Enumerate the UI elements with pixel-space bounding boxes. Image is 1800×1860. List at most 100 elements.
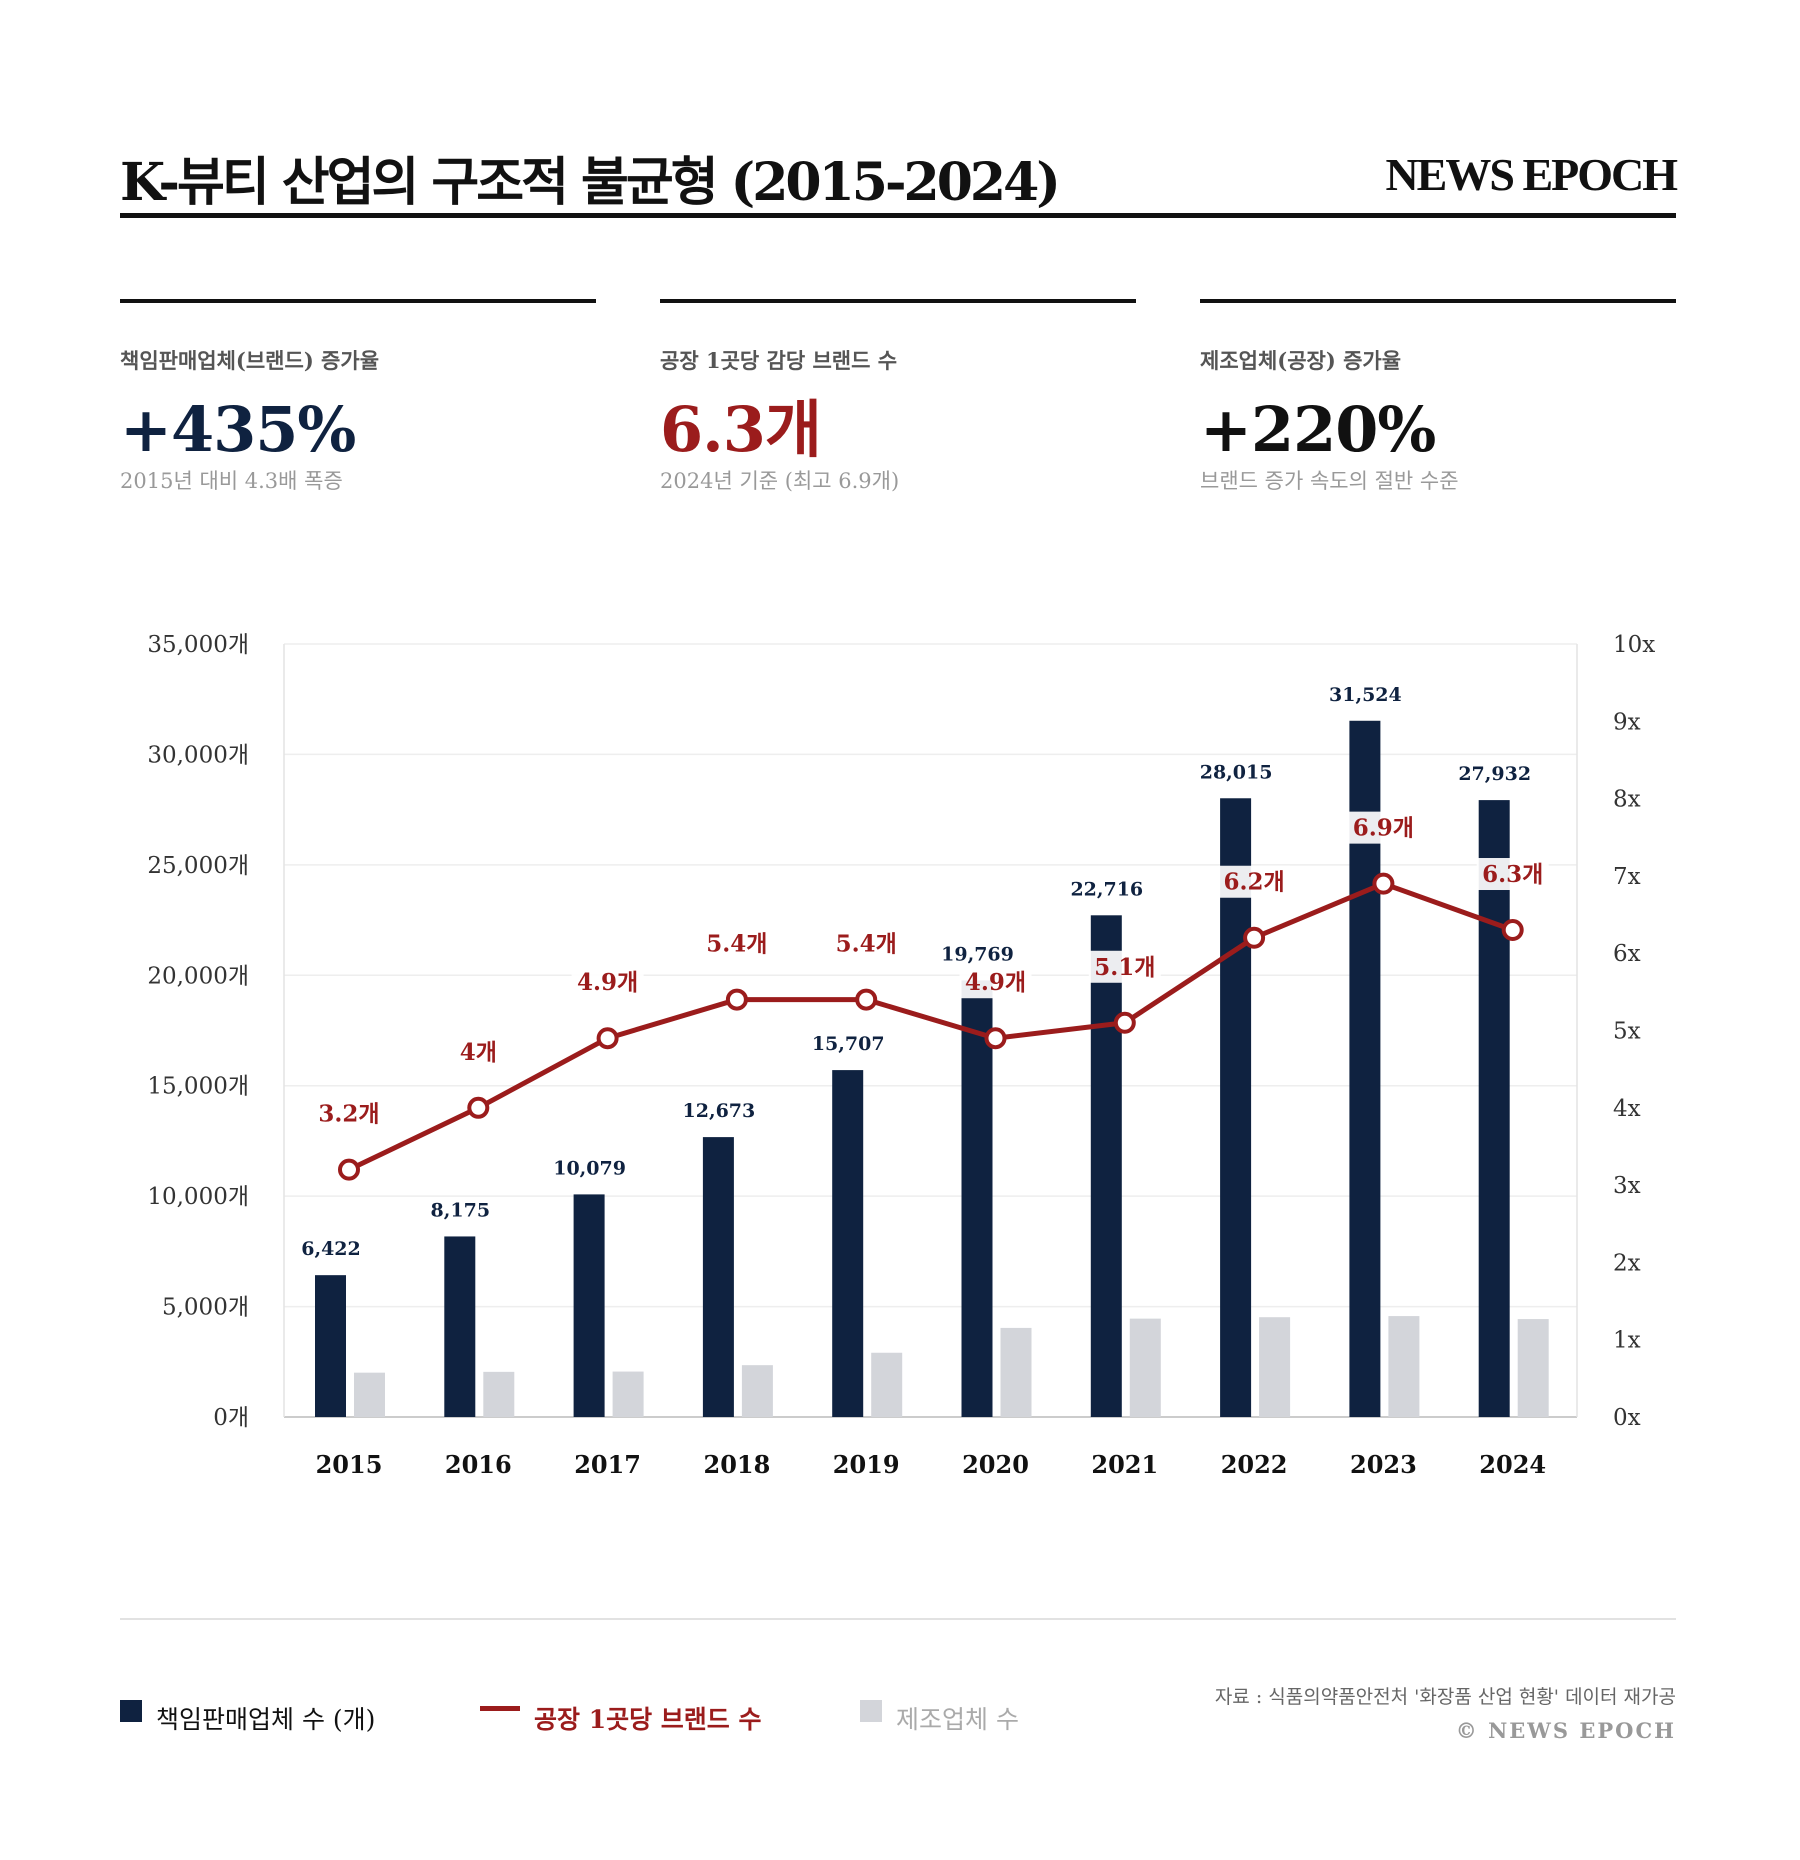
legend-item-factories: 제조업체 수 <box>860 1700 1019 1736</box>
x-axis-tick: 2017 <box>574 1450 641 1479</box>
bar-value-label: 10,079 <box>553 1157 626 1179</box>
kpi-label: 제조업체(공장) 증가율 <box>1200 348 1402 373</box>
bar-factories <box>1000 1327 1032 1417</box>
line-point <box>467 1096 490 1119</box>
x-axis-tick: 2021 <box>1091 1450 1158 1479</box>
x-axis-tick: 2016 <box>445 1450 512 1479</box>
line-value-label: 6.3개 <box>1482 861 1543 888</box>
bar-factories <box>1129 1318 1161 1417</box>
line-point <box>1113 1011 1136 1034</box>
line-point <box>338 1158 360 1181</box>
line-label-bg <box>442 1035 515 1068</box>
line-point <box>1501 919 1524 942</box>
legend-swatch-navy <box>120 1700 142 1722</box>
line-point <box>855 988 878 1011</box>
right-axis-tick: 3x <box>1613 1173 1641 1199</box>
kpi-value: +435% <box>120 393 356 466</box>
left-axis-tick: 30,000개 <box>147 742 249 768</box>
copyright: © NEWS EPOCH <box>1455 1718 1676 1743</box>
right-axis-tick: 8x <box>1613 787 1641 813</box>
left-axis-tick: 25,000개 <box>147 853 249 879</box>
right-axis-tick: 0x <box>1613 1405 1641 1431</box>
left-axis-tick: 35,000개 <box>147 632 249 658</box>
page-title: K-뷰티 산업의 구조적 불균형 (2015-2024) <box>120 152 1061 213</box>
bar-value-label: 28,015 <box>1200 761 1273 783</box>
line-point <box>1243 926 1266 949</box>
left-axis-tick: 0개 <box>213 1405 249 1431</box>
brand-logo: NEWS EPOCH <box>1385 149 1678 200</box>
x-axis-tick: 2018 <box>704 1450 771 1479</box>
line-value-label: 4개 <box>460 1039 497 1066</box>
line-point <box>984 1027 1007 1050</box>
right-axis-tick: 6x <box>1613 941 1641 967</box>
bar-factories <box>354 1372 385 1417</box>
line-value-label: 5.4개 <box>836 931 897 958</box>
bar-brands <box>1220 798 1252 1417</box>
bar-brands <box>573 1194 605 1417</box>
line-label-bg <box>1476 858 1549 891</box>
right-axis-tick: 9x <box>1613 709 1641 735</box>
line-value-label: 4.9개 <box>965 969 1026 996</box>
bar-value-label: 27,932 <box>1458 763 1531 785</box>
legend-label: 공장 1곳당 브랜드 수 <box>534 1705 762 1734</box>
bar-factories <box>741 1365 773 1417</box>
bar-factories <box>612 1371 644 1417</box>
right-axis-tick: 2x <box>1613 1250 1641 1276</box>
bar-factories <box>871 1352 903 1417</box>
bar-brands <box>1478 800 1510 1417</box>
line-label-bg <box>830 927 903 960</box>
bar-factories <box>1517 1319 1549 1417</box>
line-label-bg <box>1218 865 1291 898</box>
line-label-bg <box>700 927 773 960</box>
bar-brands <box>961 980 993 1417</box>
line-point <box>596 1027 619 1050</box>
x-axis-tick: 2015 <box>316 1450 383 1479</box>
bar-value-label: 31,524 <box>1329 684 1402 706</box>
line-label-bg <box>571 966 644 999</box>
kpi-factory-growth: 제조업체(공장) 증가율 +220% 브랜드 증가 속도의 절반 수준 <box>1200 299 1676 495</box>
bar-value-label: 19,769 <box>941 943 1014 965</box>
bar-factories <box>1388 1316 1420 1417</box>
kpi-sub: 2024년 기준 (최고 6.9개) <box>660 469 900 493</box>
line-value-label: 5.1개 <box>1094 954 1155 981</box>
right-axis-tick: 7x <box>1613 864 1641 890</box>
kpi-value: 6.3개 <box>660 393 822 466</box>
kpi-value: +220% <box>1200 393 1436 466</box>
legend-label: 제조업체 수 <box>896 1705 1019 1734</box>
bar-value-label: 6,422 <box>301 1238 361 1260</box>
bar-value-label: 22,716 <box>1070 878 1143 900</box>
line-label-bg <box>1347 811 1420 844</box>
bar-factories <box>1259 1317 1291 1417</box>
left-axis-tick: 10,000개 <box>147 1184 249 1210</box>
left-axis-tick: 15,000개 <box>147 1074 249 1100</box>
x-axis-tick: 2020 <box>962 1450 1029 1479</box>
line-value-label: 4.9개 <box>577 969 638 996</box>
right-axis-tick: 10x <box>1613 632 1655 658</box>
bar-brands <box>315 1275 346 1417</box>
right-axis-tick: 4x <box>1613 1096 1641 1122</box>
x-axis-tick: 2022 <box>1221 1450 1288 1479</box>
kpi-brand-growth: 책임판매업체(브랜드) 증가율 +435% 2015년 대비 4.3배 폭증 <box>120 299 596 495</box>
line-label-bg <box>1088 950 1161 983</box>
kpi-sub: 브랜드 증가 속도의 절반 수준 <box>1200 469 1459 493</box>
bar-brands <box>832 1070 864 1417</box>
line-label-bg <box>959 966 1032 999</box>
title-underline <box>120 213 1676 218</box>
legend-label: 책임판매업체 수 (개) <box>156 1705 376 1734</box>
right-axis-tick: 1x <box>1613 1328 1641 1354</box>
footer-divider <box>120 1618 1676 1620</box>
bar-value-label: 12,673 <box>683 1100 756 1122</box>
right-axis-tick: 5x <box>1613 1019 1641 1045</box>
line-value-label: 6.9개 <box>1353 815 1414 842</box>
legend-swatch-gray <box>860 1700 882 1722</box>
bar-value-label: 15,707 <box>812 1033 885 1055</box>
bar-brands <box>1090 915 1122 1417</box>
bar-brands <box>444 1236 476 1417</box>
bar-brands <box>702 1137 734 1417</box>
kpi-brands-per-factory: 공장 1곳당 감당 브랜드 수 6.3개 2024년 기준 (최고 6.9개) <box>660 299 1136 495</box>
line-label-bg <box>313 1097 385 1130</box>
line-value-label: 3.2개 <box>318 1101 379 1128</box>
kpi-label: 책임판매업체(브랜드) 증가율 <box>120 348 380 373</box>
x-axis-tick: 2023 <box>1350 1450 1417 1479</box>
line-point <box>1372 872 1395 895</box>
